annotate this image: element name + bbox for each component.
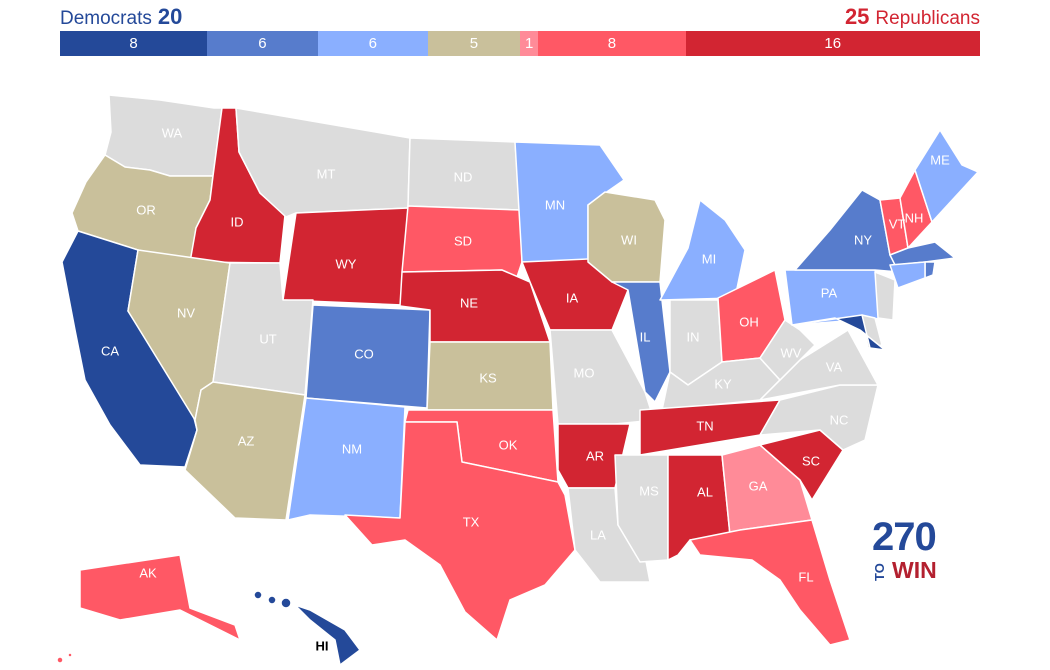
state-label-me: ME bbox=[930, 152, 950, 167]
state-hi[interactable] bbox=[294, 604, 361, 666]
state-label-nm: NM bbox=[342, 441, 362, 456]
state-label-ms: MS bbox=[639, 483, 659, 498]
state-label-wv: WV bbox=[781, 345, 802, 360]
state-label-va: VA bbox=[826, 359, 843, 374]
state-label-in: IN bbox=[687, 329, 700, 344]
hawaii-island bbox=[280, 597, 292, 609]
state-label-mi: MI bbox=[702, 251, 716, 266]
bar-segment-likely-dem: 6 bbox=[207, 31, 318, 56]
state-label-la: LA bbox=[590, 527, 606, 542]
state-label-ok: OK bbox=[499, 437, 518, 452]
hawaii-island bbox=[253, 590, 263, 600]
state-label-nv: NV bbox=[177, 305, 195, 320]
state-label-mn: MN bbox=[545, 197, 565, 212]
logo-number: 270 bbox=[872, 515, 937, 559]
bar-segment-tossup: 5 bbox=[427, 31, 520, 56]
state-fl[interactable] bbox=[689, 519, 851, 646]
bar-segment-safe-rep: 16 bbox=[685, 31, 980, 56]
state-sc[interactable] bbox=[759, 429, 844, 501]
state-label-nh: NH bbox=[905, 210, 924, 225]
state-label-mo: MO bbox=[574, 365, 595, 380]
state-nm[interactable] bbox=[287, 397, 406, 521]
state-label-co: CO bbox=[354, 346, 374, 361]
state-label-mt: MT bbox=[317, 166, 336, 181]
state-label-sc: SC bbox=[802, 453, 820, 468]
logo-win: WIN bbox=[892, 557, 937, 583]
state-label-ky: KY bbox=[714, 376, 732, 391]
state-wi[interactable] bbox=[587, 191, 666, 283]
state-label-az: AZ bbox=[238, 433, 255, 448]
bar-segment-tilt-rep: 1 bbox=[519, 31, 539, 56]
alaska-island bbox=[56, 656, 64, 664]
state-label-pa: PA bbox=[821, 285, 838, 300]
state-wv[interactable] bbox=[759, 319, 816, 381]
logo-to: TO bbox=[872, 563, 887, 581]
state-label-ne: NE bbox=[460, 295, 478, 310]
state-md[interactable] bbox=[791, 314, 886, 351]
state-label-sd: SD bbox=[454, 233, 472, 248]
state-label-ga: GA bbox=[749, 478, 768, 493]
state-label-nd: ND bbox=[454, 169, 473, 184]
republicans-count: 25 bbox=[844, 4, 870, 29]
state-mi[interactable] bbox=[659, 199, 746, 301]
state-label-id: ID bbox=[231, 214, 244, 229]
state-label-ar: AR bbox=[586, 448, 604, 463]
bar-segment-likely-rep: 8 bbox=[538, 31, 686, 56]
state-label-ut: UT bbox=[259, 331, 276, 346]
bar-segment-safe-dem: 8 bbox=[60, 31, 208, 56]
bar-segment-lean-dem: 6 bbox=[317, 31, 428, 56]
state-label-tn: TN bbox=[696, 418, 713, 433]
state-label-or: OR bbox=[136, 202, 156, 217]
state-label-al: AL bbox=[697, 484, 713, 499]
state-nj[interactable] bbox=[874, 271, 896, 321]
ratings-bar: 8 6 6 5 1 8 16 bbox=[60, 31, 980, 56]
state-label-il: IL bbox=[640, 329, 651, 344]
state-az[interactable] bbox=[184, 381, 306, 521]
270towin-logo: 270 TO WIN bbox=[872, 517, 944, 585]
state-label-wa: WA bbox=[162, 125, 183, 140]
state-label-ia: IA bbox=[566, 290, 579, 305]
state-label-hi: HI bbox=[316, 638, 329, 653]
democrats-count: 20 bbox=[157, 4, 183, 29]
state-me[interactable] bbox=[914, 129, 979, 223]
state-ak[interactable] bbox=[79, 554, 241, 641]
state-nc[interactable] bbox=[759, 384, 879, 451]
state-label-ak: AK bbox=[139, 565, 157, 580]
republicans-total: 25 Republicans bbox=[845, 4, 980, 30]
state-label-oh: OH bbox=[739, 314, 759, 329]
hawaii-island bbox=[267, 595, 277, 605]
state-label-ca: CA bbox=[101, 343, 119, 358]
state-label-fl: FL bbox=[798, 569, 813, 584]
state-label-tx: TX bbox=[463, 514, 480, 529]
alaska-island bbox=[67, 652, 73, 658]
state-tx[interactable] bbox=[344, 421, 576, 641]
state-label-vt: VT bbox=[889, 216, 906, 231]
state-il[interactable] bbox=[611, 281, 671, 403]
state-label-wy: WY bbox=[336, 256, 357, 271]
state-label-nc: NC bbox=[830, 412, 849, 427]
state-label-ks: KS bbox=[479, 370, 497, 385]
state-label-wi: WI bbox=[621, 232, 637, 247]
democrats-total: Democrats 20 bbox=[60, 4, 182, 30]
democrats-label: Democrats bbox=[60, 8, 152, 29]
republicans-label: Republicans bbox=[875, 8, 980, 29]
state-de[interactable] bbox=[861, 314, 883, 349]
state-ms[interactable] bbox=[614, 454, 669, 563]
state-label-ny: NY bbox=[854, 232, 872, 247]
state-ri[interactable] bbox=[924, 261, 936, 279]
